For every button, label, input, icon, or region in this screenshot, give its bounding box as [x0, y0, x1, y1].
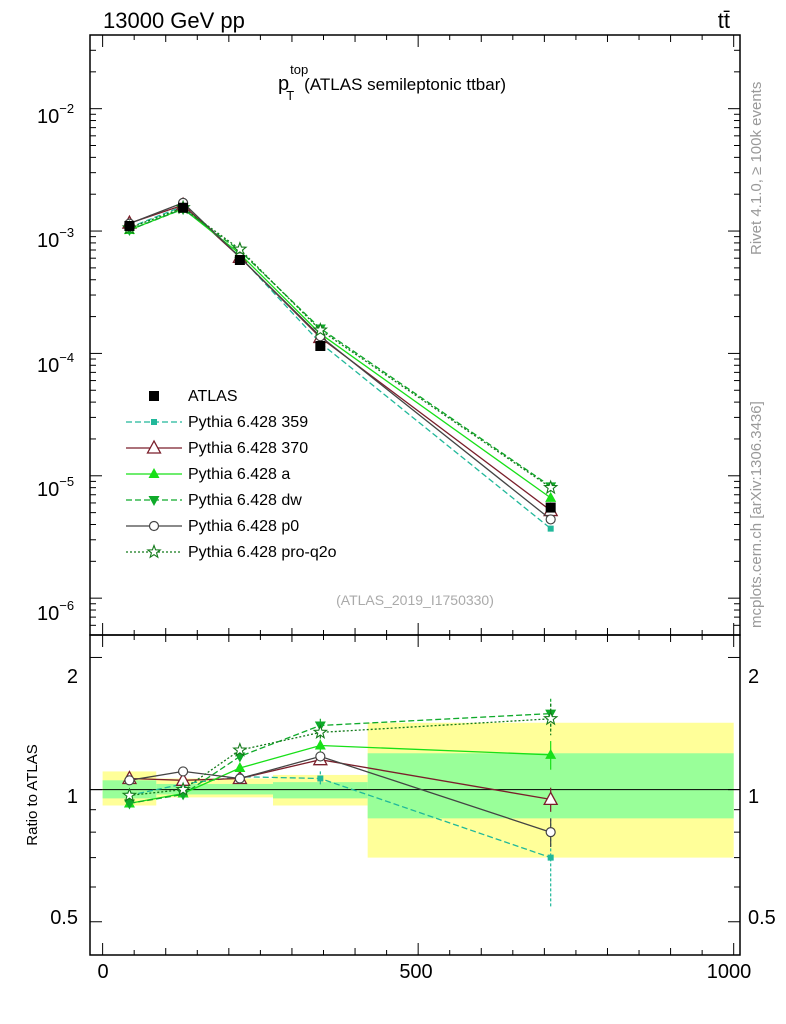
side-label-mcplots: mcplots.cern.ch [arXiv:1306.3436]	[748, 401, 765, 628]
ratio-y-tick-label-right-1: 0.5	[748, 907, 776, 929]
main-y-tick-mantissa-2: 10	[37, 479, 59, 501]
legend-marker-6	[146, 543, 162, 559]
legend-marker-3	[148, 468, 160, 478]
main-y-tick-exp-1: −6	[59, 598, 74, 613]
legend: ATLAS Pythia 6.428 359 Pythia 6.428 370 …	[126, 388, 337, 561]
ratio-series-5-point	[545, 827, 556, 838]
main-data-point	[234, 254, 245, 265]
x-tick-label-3: 1000	[707, 961, 752, 983]
ratio-ylabel: Ratio to ATLAS	[24, 744, 41, 845]
main-y-tick-mantissa-3: 10	[37, 355, 59, 377]
legend-label-data: ATLAS	[188, 388, 238, 405]
main-series-5-point	[545, 514, 556, 525]
main-y-tick-mantissa-5: 10	[37, 106, 59, 128]
ratio-series-3-point	[545, 748, 557, 759]
main-series-6-point	[312, 322, 329, 337]
legend-marker-5	[148, 520, 160, 532]
x-tick-label-2: 500	[399, 961, 432, 983]
ratio-series-5-point	[124, 775, 135, 786]
main-y-tick-label-1: 10−6	[37, 598, 74, 625]
legend-label-2: Pythia 6.428 370	[188, 440, 308, 457]
ratio-series-5-point	[234, 773, 245, 784]
main-data-point	[178, 202, 189, 213]
legend-marker-4	[148, 496, 160, 506]
legend-marker-2	[146, 439, 162, 454]
analysis-id: (ATLAS_2019_I1750330)	[336, 592, 494, 608]
main-series-1-point	[547, 525, 554, 532]
ratio-y-tick-label-right-2: 1	[748, 786, 759, 808]
side-label-rivet: Rivet 4.1.0, ≥ 100k events	[748, 82, 765, 255]
main-series-line-1	[129, 205, 552, 530]
plot-title-var: p	[278, 73, 289, 95]
ratio-series-6-point	[175, 781, 191, 797]
main-data-point	[315, 340, 326, 351]
main-y-tick-mantissa-4: 10	[37, 230, 59, 252]
plot-title-sup: top	[290, 62, 308, 77]
ratio-series-5-point	[177, 766, 189, 777]
main-y-tick-label-5: 10−2	[37, 101, 74, 128]
ratio-series-6-point	[232, 742, 248, 757]
main-y-tick-label-2: 10−5	[37, 474, 74, 501]
ratio-series-1-point	[317, 775, 324, 782]
x-tick-label-1: 0	[97, 961, 108, 983]
ratio-series-6-point	[542, 710, 559, 726]
main-y-tick-exp-5: −2	[59, 101, 74, 116]
main-data-point	[124, 220, 135, 231]
ratio-y-tick-label-left-3: 2	[67, 666, 78, 688]
ratio-series-3-point	[314, 739, 326, 750]
legend-marker-data	[149, 391, 159, 401]
ratio-series-2-point	[543, 791, 559, 806]
main-series-6-point	[542, 479, 559, 495]
ratio-series-1-point	[547, 854, 554, 861]
ratio-y-tick-label-left-1: 0.5	[50, 907, 78, 929]
ratio-series-6-point	[312, 724, 329, 739]
main-y-tick-mantissa-1: 10	[37, 603, 59, 625]
main-series-6-point	[232, 241, 248, 256]
main-series-line-2	[129, 204, 552, 512]
main-data-point	[545, 502, 556, 513]
legend-label-1: Pythia 6.428 359	[188, 414, 308, 431]
ratio-series-3-point	[234, 762, 246, 773]
ratio-y-tick-label-left-2: 1	[67, 786, 78, 808]
main-y-tick-label-3: 10−4	[37, 350, 74, 377]
main-y-tick-exp-3: −4	[59, 350, 74, 365]
plot-title-sub: T	[286, 88, 294, 103]
main-y-tick-exp-4: −3	[59, 225, 74, 240]
ratio-plot-frame	[89, 634, 741, 956]
ratio-series-4-point	[123, 799, 135, 810]
legend-label-3: Pythia 6.428 a	[188, 466, 290, 483]
main-y-tick-exp-2: −5	[59, 474, 74, 489]
main-y-tick-label-4: 10−3	[37, 225, 74, 252]
ratio-series-line-6	[129, 718, 551, 797]
legend-label-4: Pythia 6.428 dw	[188, 492, 302, 509]
plot-title: ptop T (ATLAS semileptonic ttbar)	[278, 62, 506, 103]
legend-marker-1	[151, 419, 157, 425]
legend-label-5: Pythia 6.428 p0	[188, 518, 299, 535]
ratio-series-5-point	[315, 751, 326, 762]
header-right: tt̄	[718, 8, 730, 33]
legend-label-6: Pythia 6.428 pro-q2o	[188, 544, 337, 561]
main-series-3-point	[545, 491, 557, 502]
ratio-series-6-point	[121, 787, 138, 802]
header-left: 13000 GeV pp	[103, 8, 245, 33]
plot-title-text: (ATLAS semileptonic ttbar)	[304, 75, 506, 94]
ratio-y-tick-label-right-3: 2	[748, 666, 759, 688]
